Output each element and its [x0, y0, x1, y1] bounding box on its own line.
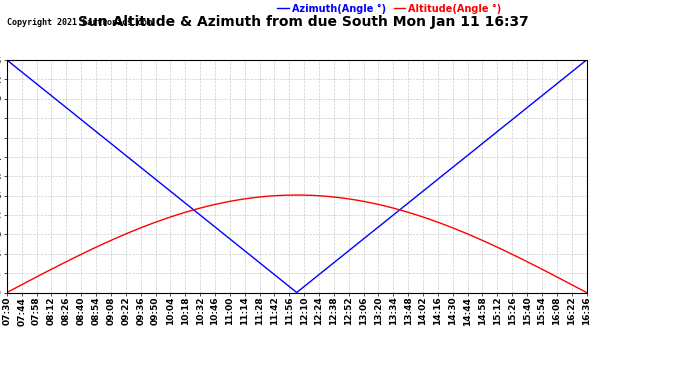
- Text: Copyright 2021 Cartronics.com: Copyright 2021 Cartronics.com: [7, 18, 152, 27]
- Legend: Azimuth(Angle °), Altitude(Angle °): Azimuth(Angle °), Altitude(Angle °): [273, 0, 506, 18]
- Text: Sun Altitude & Azimuth from due South Mon Jan 11 16:37: Sun Altitude & Azimuth from due South Mo…: [78, 15, 529, 29]
